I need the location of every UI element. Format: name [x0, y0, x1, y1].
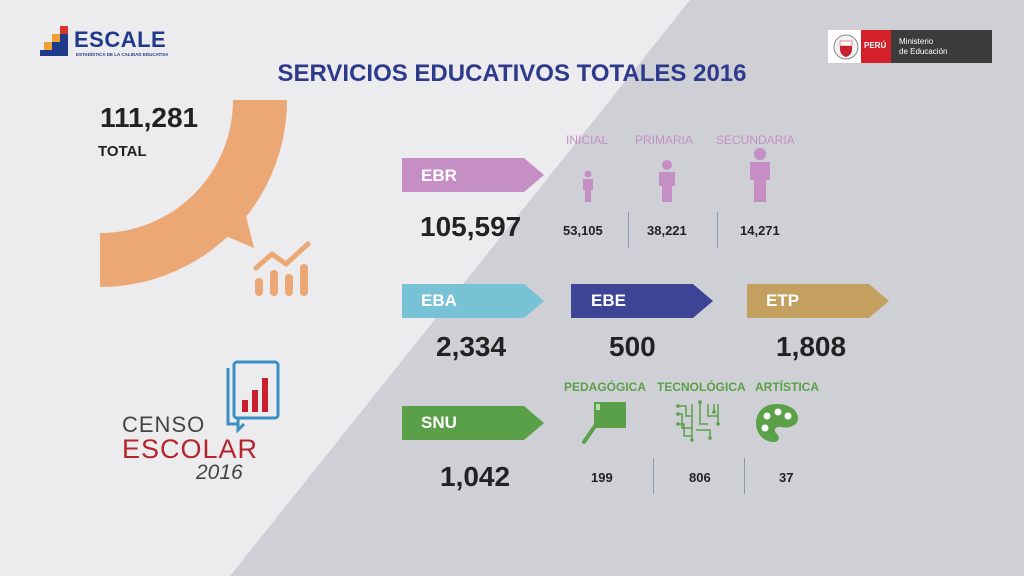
ministry-name-line2: de Educación — [899, 47, 948, 56]
snu-type-label: ARTÍSTICA — [755, 380, 819, 394]
snu-value: 1,042 — [440, 461, 511, 492]
total-label: TOTAL — [98, 143, 147, 160]
chalkboard-icon — [582, 402, 626, 444]
ministry-country-box: PERÚ — [861, 30, 891, 63]
growth-chart-icon — [253, 241, 311, 296]
page-title: SERVICIOS EDUCATIVOS TOTALES 2016 — [277, 60, 747, 87]
divider — [717, 212, 718, 248]
escale-logo-text: ESCALE — [74, 27, 167, 52]
total-value: 111,281 — [100, 102, 199, 133]
escale-logo-icon — [40, 26, 68, 56]
peru-shield-icon — [833, 34, 859, 60]
ministry-name-box: Ministerio de Educación — [891, 30, 992, 63]
divider — [744, 458, 745, 494]
book-chart-icon — [226, 360, 280, 434]
ebr-value: 105,597 — [420, 211, 522, 242]
ministry-country: PERÚ — [864, 41, 887, 50]
person-small-icon — [583, 170, 593, 202]
circuit-icon — [676, 400, 720, 442]
escale-logo-tagline: ESTADÍSTICA DE LA CALIDAD EDUCATIVA — [76, 52, 169, 57]
eba-label: EBA — [421, 291, 457, 310]
etp-value: 1,808 — [776, 331, 847, 362]
snu-type-value: 199 — [591, 470, 613, 485]
ebr-level-label: PRIMARIA — [635, 133, 694, 147]
ebe-arrow — [571, 284, 713, 318]
ministry-name-line1: Ministerio — [899, 37, 934, 46]
etp-arrow — [747, 284, 889, 318]
snu-arrow — [402, 406, 544, 440]
ebr-arrow — [402, 158, 544, 192]
snu-label: SNU — [421, 413, 457, 432]
ebr-level-value: 14,271 — [740, 223, 780, 238]
snu-type-label: TECNOLÓGICA — [657, 380, 746, 394]
ebe-value: 500 — [609, 331, 656, 362]
snu-type-label: PEDAGÓGICA — [564, 380, 647, 394]
censo-logo-year: 2016 — [196, 461, 243, 484]
ministry-logo: PERÚ Ministerio de Educación — [828, 30, 992, 63]
divider — [628, 212, 629, 248]
divider — [653, 458, 654, 494]
snu-type-value: 37 — [779, 470, 794, 485]
ebr-level-value: 53,105 — [563, 223, 603, 238]
escale-logo: ESCALE ESTADÍSTICA DE LA CALIDAD EDUCATI… — [40, 24, 170, 64]
ebe-label: EBE — [591, 291, 626, 310]
censo-logo-line2: ESCOLAR — [122, 434, 259, 464]
palette-icon — [756, 404, 798, 442]
ebr-level-label: INICIAL — [566, 133, 609, 147]
etp-label: ETP — [766, 291, 800, 310]
censo-logo-line1: CENSO — [122, 412, 206, 437]
person-medium-icon — [659, 160, 675, 202]
eba-value: 2,334 — [436, 331, 507, 362]
snu-type-value: 806 — [689, 470, 711, 485]
eba-arrow — [402, 284, 544, 318]
ebr-level-label: SECUNDARIA — [716, 133, 795, 147]
ebr-level-value: 38,221 — [647, 223, 687, 238]
ebr-label: EBR — [421, 166, 457, 185]
person-large-icon — [750, 148, 770, 202]
